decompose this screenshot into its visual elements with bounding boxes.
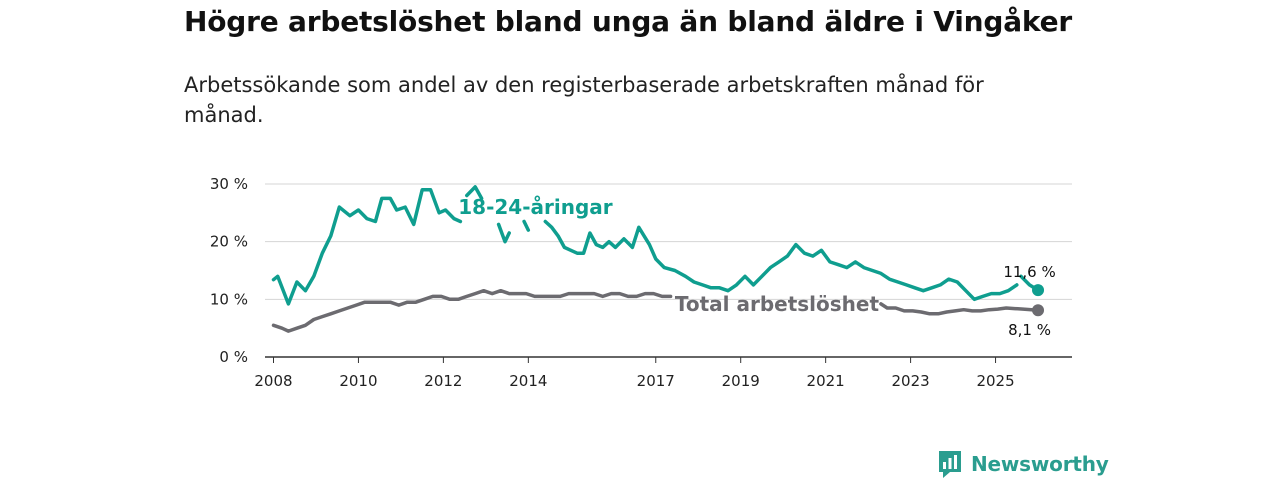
- x-tick-label: 2021: [807, 372, 845, 390]
- chart-subtitle: Arbetssökande som andel av den registerb…: [184, 73, 984, 127]
- brand-logo: Newsworthy: [937, 448, 1109, 480]
- gridlines: [265, 183, 1072, 300]
- youth-series-line: [496, 222, 511, 244]
- series-lines: [271, 185, 1045, 333]
- youth-end-point: [1032, 284, 1045, 297]
- x-tick-label: 2008: [254, 372, 292, 390]
- x-tick-label: 2017: [637, 372, 675, 390]
- newsworthy-logo-icon: [939, 451, 961, 478]
- x-tick-label: 2023: [892, 372, 930, 390]
- total-series-label: Total arbetslöshet: [675, 292, 880, 316]
- youth-series-label: 18-24-åringar: [458, 195, 613, 219]
- total-end-point: [1032, 304, 1045, 317]
- y-tick-label: 30 %: [210, 175, 248, 193]
- youth-series-line: [522, 219, 531, 232]
- youth-series-line: [543, 219, 1019, 302]
- x-tick-label: 2014: [509, 372, 547, 390]
- total-series-line: [879, 302, 1040, 316]
- series-labels: 18-24-åringar Total arbetslöshet 11,6 % 8,1…: [458, 195, 1055, 339]
- y-tick-label: 20 %: [210, 233, 248, 251]
- total-series-line: [271, 288, 673, 333]
- total-end-value-label: 8,1 %: [1008, 321, 1051, 339]
- youth-series-line: [465, 185, 484, 201]
- x-tick-label: 2025: [976, 372, 1014, 390]
- x-tick-label: 2010: [339, 372, 377, 390]
- youth-end-value-label: 11,6 %: [1003, 263, 1055, 281]
- chart-title: Högre arbetslöshet bland unga än bland ä…: [184, 5, 1072, 38]
- brand-name: Newsworthy: [971, 452, 1109, 476]
- x-tick-label: 2012: [424, 372, 462, 390]
- x-tick-label: 2019: [722, 372, 760, 390]
- y-tick-label: 10 %: [210, 290, 248, 308]
- axes: 0 % 10 % 20 % 30 % 2008 2010 2012 2014 2017 2019 2…: [210, 175, 1072, 390]
- y-tick-label: 0 %: [219, 348, 248, 366]
- youth-series-line: [271, 188, 463, 306]
